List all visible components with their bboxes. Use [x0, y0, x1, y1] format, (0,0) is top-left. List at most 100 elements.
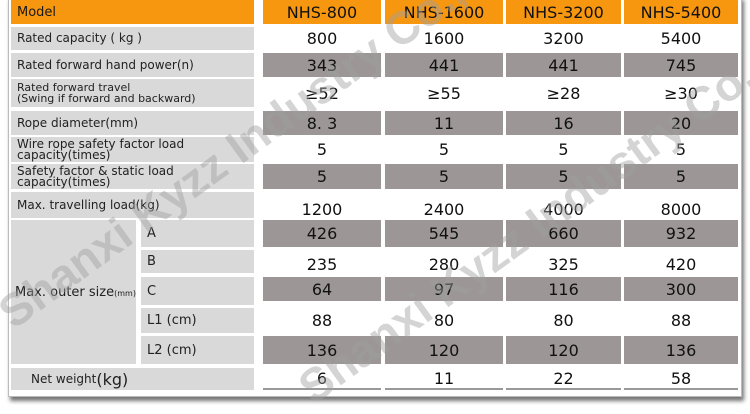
outer-size-value: 300	[624, 277, 738, 301]
outer-size-sublabel-text: A	[147, 226, 156, 241]
row-value-text: 5	[316, 140, 328, 159]
row-value: 11	[385, 111, 503, 135]
outer-size-value: 80	[506, 308, 621, 333]
row-value: 5	[385, 164, 503, 189]
row-value: 5	[624, 164, 738, 189]
outer-size-value: 64	[263, 277, 381, 301]
header-model-1-text: NHS-1600	[403, 2, 485, 22]
outer-size-value-text: 300	[665, 279, 697, 299]
row-value: 5	[263, 137, 381, 162]
row-value-text: 16	[553, 113, 574, 133]
row-value: ≥30	[624, 79, 738, 107]
outer-size-value-text: 116	[548, 279, 579, 299]
row-value: 1200	[263, 196, 381, 222]
net-weight-label: Net weight (kg)	[11, 368, 254, 390]
outer-size-sublabel: B	[141, 250, 254, 273]
row-value: ≥55	[385, 79, 503, 107]
row-value-text: 5	[558, 140, 569, 159]
header-model-label: Model	[11, 0, 254, 24]
row-value-text: 800	[306, 29, 338, 48]
outer-size-unit: (mm)	[114, 289, 136, 298]
outer-size-value: 80	[385, 308, 503, 333]
row-value: 4000	[506, 196, 621, 222]
row-value-text: 20	[670, 113, 692, 133]
net-weight-value: 58	[624, 368, 738, 390]
row-label: Rope diameter(mm)	[11, 111, 254, 135]
outer-size-value-text: 88	[311, 311, 333, 330]
row-value-text: 5	[558, 167, 569, 186]
outer-size-value: 420	[624, 253, 738, 276]
outer-size-sublabel: A	[141, 220, 254, 247]
header-model-0-text: NHS-800	[286, 2, 358, 22]
outer-size-value: 136	[624, 336, 738, 364]
outer-size-value-text: 88	[670, 311, 692, 330]
row-value-text: 745	[665, 55, 697, 75]
row-value: 5	[385, 137, 503, 162]
row-value: 16	[506, 111, 621, 135]
header-model-2: NHS-3200	[506, 0, 621, 24]
row-value-text: 4000	[543, 199, 584, 219]
header-model-2-text: NHS-3200	[523, 2, 604, 22]
net-weight-value-text: 58	[670, 368, 692, 388]
outer-size-sublabel: L1 (cm)	[141, 308, 254, 333]
row-value: 441	[506, 53, 621, 77]
net-weight-value: 22	[506, 368, 621, 390]
row-value-text: 5	[438, 140, 450, 159]
row-value-text: 5	[675, 167, 687, 186]
net-weight-text: Net weight	[31, 371, 97, 386]
outer-size-value: 660	[506, 220, 621, 247]
outer-size-text: Max. outer size	[15, 284, 115, 300]
row-value: 20	[624, 111, 738, 135]
row-label-text: Rope diameter(mm)	[17, 115, 139, 130]
net-weight-unit: (kg)	[96, 369, 129, 389]
row-value-text: 2400	[423, 199, 465, 219]
outer-size-value: 932	[624, 220, 738, 247]
net-weight-value-text: 6	[316, 368, 328, 388]
outer-size-value-text: 64	[311, 279, 333, 299]
row-value-text: 8. 3	[306, 113, 338, 133]
header-model-3-text: NHS-5400	[640, 2, 722, 22]
row-label: Safety factor & static load capacity(tim…	[11, 164, 254, 189]
outer-size-sublabel: C	[141, 277, 254, 305]
outer-size-sublabel-text: L2 (cm)	[147, 342, 197, 358]
row-value: ≥52	[263, 79, 381, 107]
outer-size-sublabel-text: L1 (cm)	[147, 313, 197, 328]
row-value-text: 1200	[301, 199, 343, 219]
outer-size-value-text: 235	[306, 255, 338, 274]
outer-size-value-text: 80	[433, 311, 455, 330]
row-label: Rated capacity ( kg )	[11, 27, 254, 50]
row-value-text: ≥30	[664, 83, 698, 103]
row-value-text: 441	[548, 55, 579, 75]
outer-size-value-text: 280	[428, 255, 460, 274]
row-value-text: 8000	[660, 199, 702, 219]
outer-size-value-text: 420	[665, 255, 697, 274]
outer-size-value-text: 325	[548, 255, 579, 274]
row-value: 8. 3	[263, 111, 381, 135]
outer-size-value-text: 660	[548, 224, 579, 243]
row-label-text: Rated capacity ( kg )	[17, 31, 142, 45]
row-value-text: 11	[433, 113, 455, 133]
row-label-text: Max. travelling load(kg)	[17, 197, 160, 212]
outer-size-value: 280	[385, 253, 503, 276]
outer-size-value: 235	[263, 253, 381, 276]
row-label-text: Rated forward hand power(n)	[17, 57, 194, 72]
net-weight-value: 6	[263, 368, 381, 390]
row-value: 441	[385, 53, 503, 77]
row-label: Rated forward travel (Swing if forward an…	[11, 79, 254, 107]
row-value: 3200	[506, 27, 621, 50]
row-value: 2400	[385, 196, 503, 222]
row-value: 5	[263, 164, 381, 189]
row-label-line2: (Swing if forward and backward)	[17, 92, 196, 105]
row-value-text: 441	[428, 55, 460, 75]
row-value-text: 1600	[423, 29, 465, 48]
outer-size-sublabel: L2 (cm)	[141, 336, 254, 364]
outer-size-label: Max. outer size (mm)	[11, 220, 136, 364]
header-model-0: NHS-800	[263, 0, 381, 24]
row-value: 5400	[624, 27, 738, 50]
row-label: Rated forward hand power(n)	[11, 53, 254, 77]
row-value: 5	[506, 164, 621, 189]
outer-size-value: 120	[506, 336, 621, 364]
outer-size-value: 136	[263, 336, 381, 364]
outer-size-value: 545	[385, 220, 503, 247]
net-weight-value-text: 11	[433, 368, 455, 388]
